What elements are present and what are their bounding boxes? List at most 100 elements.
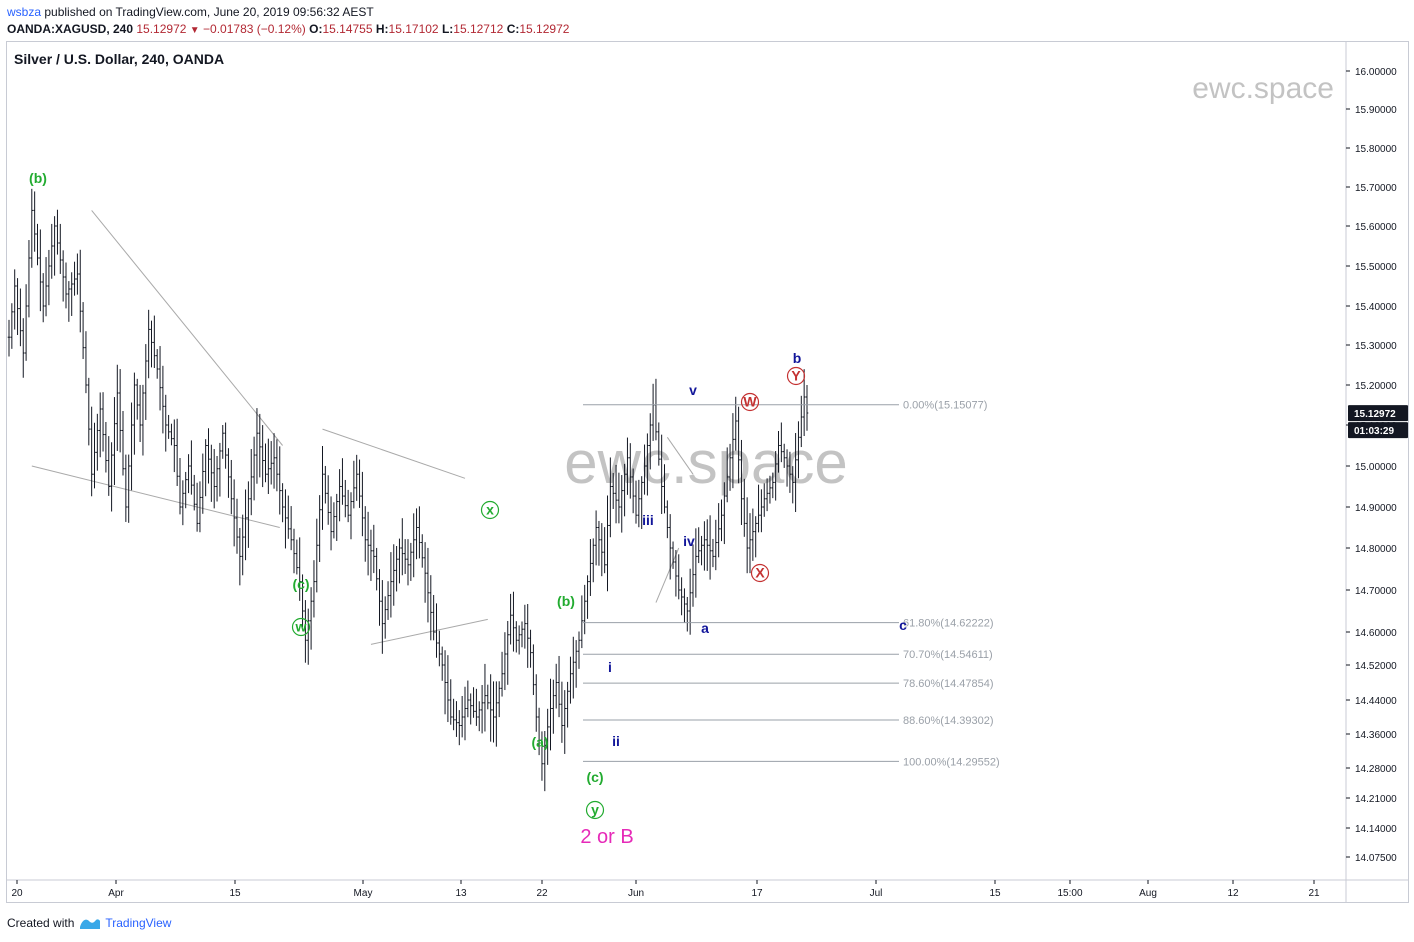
wave-label: X <box>755 565 765 581</box>
trendline <box>322 428 466 479</box>
created-with-text: Created with <box>7 916 75 930</box>
time-tick-label: 15 <box>989 888 1001 899</box>
wave-label: y <box>591 802 599 818</box>
price-tick-label: 14.14000 <box>1355 824 1397 835</box>
price-tick-label: 15.20000 <box>1355 381 1397 392</box>
time-tick-label: 17 <box>751 888 763 899</box>
fib-level-label: 100.00%(14.29552) <box>903 756 1000 768</box>
fib-level-label: 88.60%(14.39302) <box>903 715 994 727</box>
price-tick-label: 14.90000 <box>1355 503 1397 514</box>
low-value: 15.12712 <box>453 22 504 36</box>
price-tick-label: 15.50000 <box>1355 262 1397 273</box>
wave-label: (b) <box>29 170 47 186</box>
ohlc-line: OANDA:XAGUSD, 240 15.12972 ▼ −0.01783 (−… <box>7 22 569 36</box>
price-tick-label: 15.60000 <box>1355 222 1397 233</box>
time-axis[interactable]: 20 Apr 15 May 13 22 Jun 17 Jul 15 15:00 Aug 12 21 <box>11 880 1320 899</box>
tradingview-link[interactable]: TradingView <box>105 916 172 930</box>
chart-title: Silver / U.S. Dollar, 240, OANDA <box>14 51 224 67</box>
price-bars <box>7 188 809 792</box>
price-tick-label: 15.70000 <box>1355 183 1397 194</box>
price-tick-label: 14.80000 <box>1355 544 1397 555</box>
wave-label: v <box>689 382 697 398</box>
price-tick-label: 14.70000 <box>1355 586 1397 597</box>
wave-label: Y <box>791 368 801 384</box>
close-value: 15.12972 <box>519 22 570 36</box>
wave-label: b <box>793 350 802 366</box>
trendline <box>655 547 680 603</box>
close-label: C: <box>506 22 520 36</box>
watermark-small: ewc.space <box>1192 72 1334 105</box>
price-tick-label: 15.30000 <box>1355 341 1397 352</box>
fib-retracement: 0.00%(15.15077) 61.80%(14.62222) 70.70%(14… <box>583 400 1000 768</box>
time-tick-label: Jun <box>628 888 644 899</box>
tradingview-logo-icon[interactable] <box>79 916 101 930</box>
wave-label: iii <box>642 512 654 528</box>
price-tick-label: 14.52000 <box>1355 661 1397 672</box>
price-tick-label: 16.00000 <box>1355 67 1397 78</box>
last-price: 15.12972 <box>136 22 187 36</box>
fib-level-label: 61.80%(14.62222) <box>903 618 994 630</box>
wave-label-circle <box>750 563 770 583</box>
time-tick-label: Jul <box>870 888 883 899</box>
price-tick-label: 15.00000 <box>1355 462 1397 473</box>
publish-line: wsbza published on TradingView.com, June… <box>7 5 374 19</box>
time-tick-label: 12 <box>1227 888 1239 899</box>
publisher-link[interactable]: wsbza <box>7 5 42 19</box>
trendline <box>666 437 694 475</box>
symbol-label: OANDA:XAGUSD, 240 <box>7 22 134 36</box>
last-price-tag-bg <box>1348 405 1408 422</box>
wave-label-circle <box>740 392 760 412</box>
scenario-label: 2 or B <box>580 826 633 848</box>
fib-level-label: 70.70%(14.54611) <box>903 649 993 661</box>
time-tick-label: 13 <box>455 888 467 899</box>
wave-label: iv <box>683 533 695 549</box>
countdown-tag: 01:03:29 <box>1354 426 1394 437</box>
footer: Created with TradingView <box>7 916 171 930</box>
trendlines <box>31 210 694 645</box>
price-change: −0.01783 (−0.12%) <box>203 22 306 36</box>
price-tick-label: 14.44000 <box>1355 696 1397 707</box>
open-value: 15.14755 <box>322 22 373 36</box>
price-tick-label: 14.28000 <box>1355 764 1397 775</box>
wave-label-circle <box>786 366 806 386</box>
time-tick-label: Apr <box>108 888 124 899</box>
header-bar: wsbza published on TradingView.com, June… <box>0 0 1414 40</box>
wave-label-circle <box>585 800 605 820</box>
trendline <box>31 465 280 528</box>
wave-label-circle <box>480 500 500 520</box>
price-axis[interactable]: 16.00000 15.90000 15.80000 15.70000 15.60000… <box>1346 67 1397 864</box>
wave-label: x <box>486 502 494 518</box>
publish-text: published on TradingView.com, June 20, 2… <box>44 5 374 19</box>
high-label: H: <box>375 22 389 36</box>
wave-label: c <box>899 617 907 633</box>
time-tick-label: May <box>354 888 373 899</box>
fib-level-label: 78.60%(14.47854) <box>903 678 994 690</box>
price-tick-label: 14.21000 <box>1355 794 1397 805</box>
time-tick-label: 15:00 <box>1057 888 1082 899</box>
price-tick-label: 14.36000 <box>1355 730 1397 741</box>
wave-label: i <box>608 659 612 675</box>
time-tick-label: 15 <box>229 888 241 899</box>
open-label: O: <box>309 22 323 36</box>
down-triangle-icon: ▼ <box>189 25 200 36</box>
wave-label: (c) <box>292 576 309 592</box>
trendline <box>370 618 488 645</box>
watermark-big: ewc.space <box>564 429 847 496</box>
chart-frame <box>6 41 1409 903</box>
wave-label: (a) <box>531 734 548 750</box>
high-value: 15.17102 <box>388 22 439 36</box>
price-tick-label: 15.80000 <box>1355 144 1397 155</box>
wave-label: (b) <box>557 593 575 609</box>
wave-label: a <box>701 620 709 636</box>
price-tick-label: 14.07500 <box>1355 853 1397 864</box>
time-tick-label: 22 <box>536 888 548 899</box>
time-tick-label: Aug <box>1139 888 1157 899</box>
price-tick-label: 15.90000 <box>1355 105 1397 116</box>
low-label: L: <box>441 22 454 36</box>
price-tags: 15.12972 01:03:29 <box>1348 405 1408 439</box>
countdown-tag-bg <box>1348 422 1408 439</box>
wave-label: W <box>743 394 757 410</box>
price-tick-label: 15.40000 <box>1355 302 1397 313</box>
